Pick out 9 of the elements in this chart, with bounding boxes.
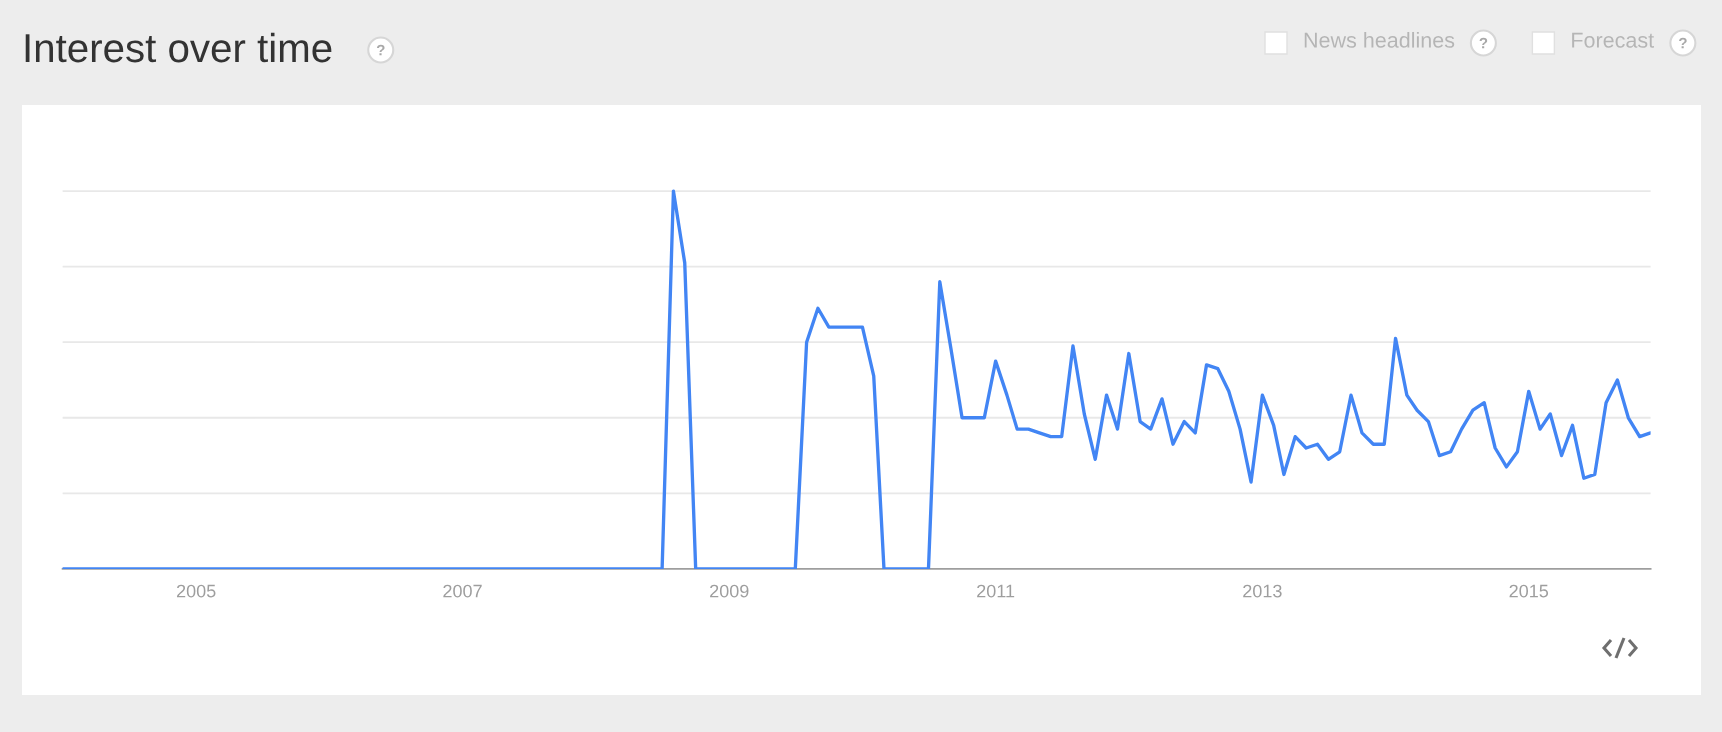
x-tick-label: 2015 [1509, 584, 1549, 598]
text: Forecast [1572, 32, 1654, 48]
x-tick-label: 2013 [1243, 584, 1282, 598]
chart-title: Interest over time [25, 32, 332, 63]
x-tick-label: 2005 [176, 584, 216, 598]
x-tick-label: 2011 [977, 584, 1015, 598]
text: News headlines [1304, 31, 1455, 48]
x-tick-label: 2007 [443, 584, 482, 598]
x-tick-label: 2009 [710, 584, 749, 598]
